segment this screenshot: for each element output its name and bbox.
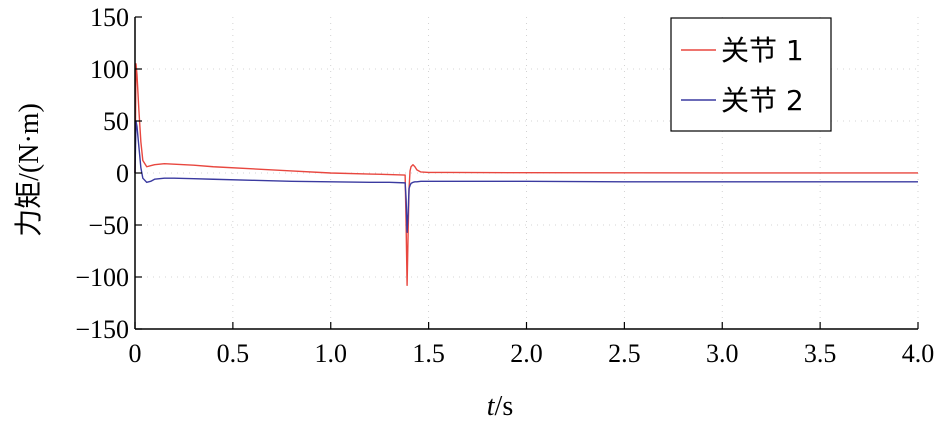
- x-tick-label: 3.5: [804, 339, 837, 368]
- x-tick-label: 2.5: [608, 339, 641, 368]
- legend-label-joint-1: 关节 1: [721, 34, 804, 67]
- x-tick-label: 0.5: [217, 339, 250, 368]
- x-tick-label: 0: [129, 339, 142, 368]
- y-tick-label: −150: [75, 315, 129, 344]
- series-lines: [134, 63, 918, 287]
- x-tick-label: 1.5: [412, 339, 445, 368]
- x-axis-ticks: 0 0.5 1.0 1.5 2.0 2.5 3.0 3.5 4.0: [129, 322, 935, 368]
- x-axis-label: t/s: [487, 391, 513, 422]
- legend-label-joint-2: 关节 2: [721, 84, 804, 117]
- x-tick-label: 4.0: [902, 339, 935, 368]
- y-axis-ticks: 150 100 50 0 −50 −100 −150: [75, 3, 142, 344]
- y-tick-label: 0: [116, 159, 129, 188]
- y-axis-label: 力矩/(N·m): [13, 103, 45, 237]
- y-tick-label: 50: [103, 107, 129, 136]
- y-tick-label: −50: [88, 211, 129, 240]
- series-line-joint-1: [134, 63, 918, 287]
- series-line-joint-2: [134, 120, 918, 233]
- x-axis-label-unit: /s: [495, 391, 514, 422]
- x-tick-label: 3.0: [706, 339, 739, 368]
- y-tick-label: −100: [75, 263, 129, 292]
- y-tick-label: 100: [90, 55, 129, 84]
- legend: 关节 1 关节 2: [670, 17, 832, 132]
- x-tick-label: 1.0: [315, 339, 348, 368]
- x-axis-label-italic: t: [487, 391, 496, 422]
- y-tick-label: 150: [90, 3, 129, 32]
- x-tick-label: 2.0: [510, 339, 543, 368]
- legend-box: [670, 17, 832, 132]
